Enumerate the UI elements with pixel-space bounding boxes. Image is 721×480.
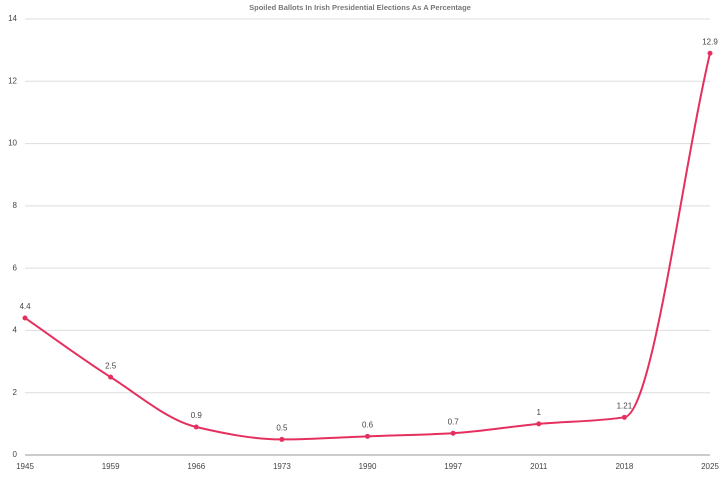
data-label: 0.7 (448, 417, 460, 426)
y-tick-label: 6 (13, 263, 18, 272)
data-point (279, 436, 285, 442)
data-label: 1.21 (617, 401, 633, 410)
chart-title: Spoiled Ballots In Irish Presidential El… (249, 3, 471, 12)
y-tick-label: 2 (13, 388, 18, 397)
data-point (707, 50, 713, 56)
data-point (22, 315, 28, 321)
data-point (365, 433, 370, 439)
y-tick-label: 12 (8, 76, 17, 85)
data-label: 1 (537, 408, 542, 417)
y-tick-label: 4 (13, 326, 18, 335)
x-tick-label: 1966 (187, 462, 205, 471)
x-tick-label: 1959 (102, 462, 120, 471)
data-point (108, 374, 114, 380)
data-point (450, 430, 456, 436)
data-label: 0.9 (191, 411, 203, 420)
data-label: 4.4 (19, 302, 31, 311)
x-tick-label: 2018 (615, 462, 633, 471)
data-label: 0.5 (276, 424, 288, 433)
x-tick-label: 2011 (530, 462, 548, 471)
data-point (193, 424, 199, 430)
x-tick-label: 1990 (359, 462, 377, 471)
data-label: 2.5 (105, 361, 117, 370)
x-tick-label: 1997 (444, 462, 462, 471)
data-point (536, 421, 542, 427)
data-label: 12.9 (702, 37, 718, 46)
x-tick-label: 2025 (701, 462, 719, 471)
data-label: 0.6 (362, 420, 374, 429)
y-tick-label: 0 (13, 450, 18, 459)
x-tick-label: 1945 (16, 462, 34, 471)
x-tick-label: 1973 (273, 462, 291, 471)
data-line (24, 53, 711, 441)
y-tick-label: 14 (8, 14, 17, 23)
y-tick-label: 10 (8, 139, 17, 148)
data-point (621, 414, 627, 420)
y-tick-label: 8 (13, 201, 18, 210)
